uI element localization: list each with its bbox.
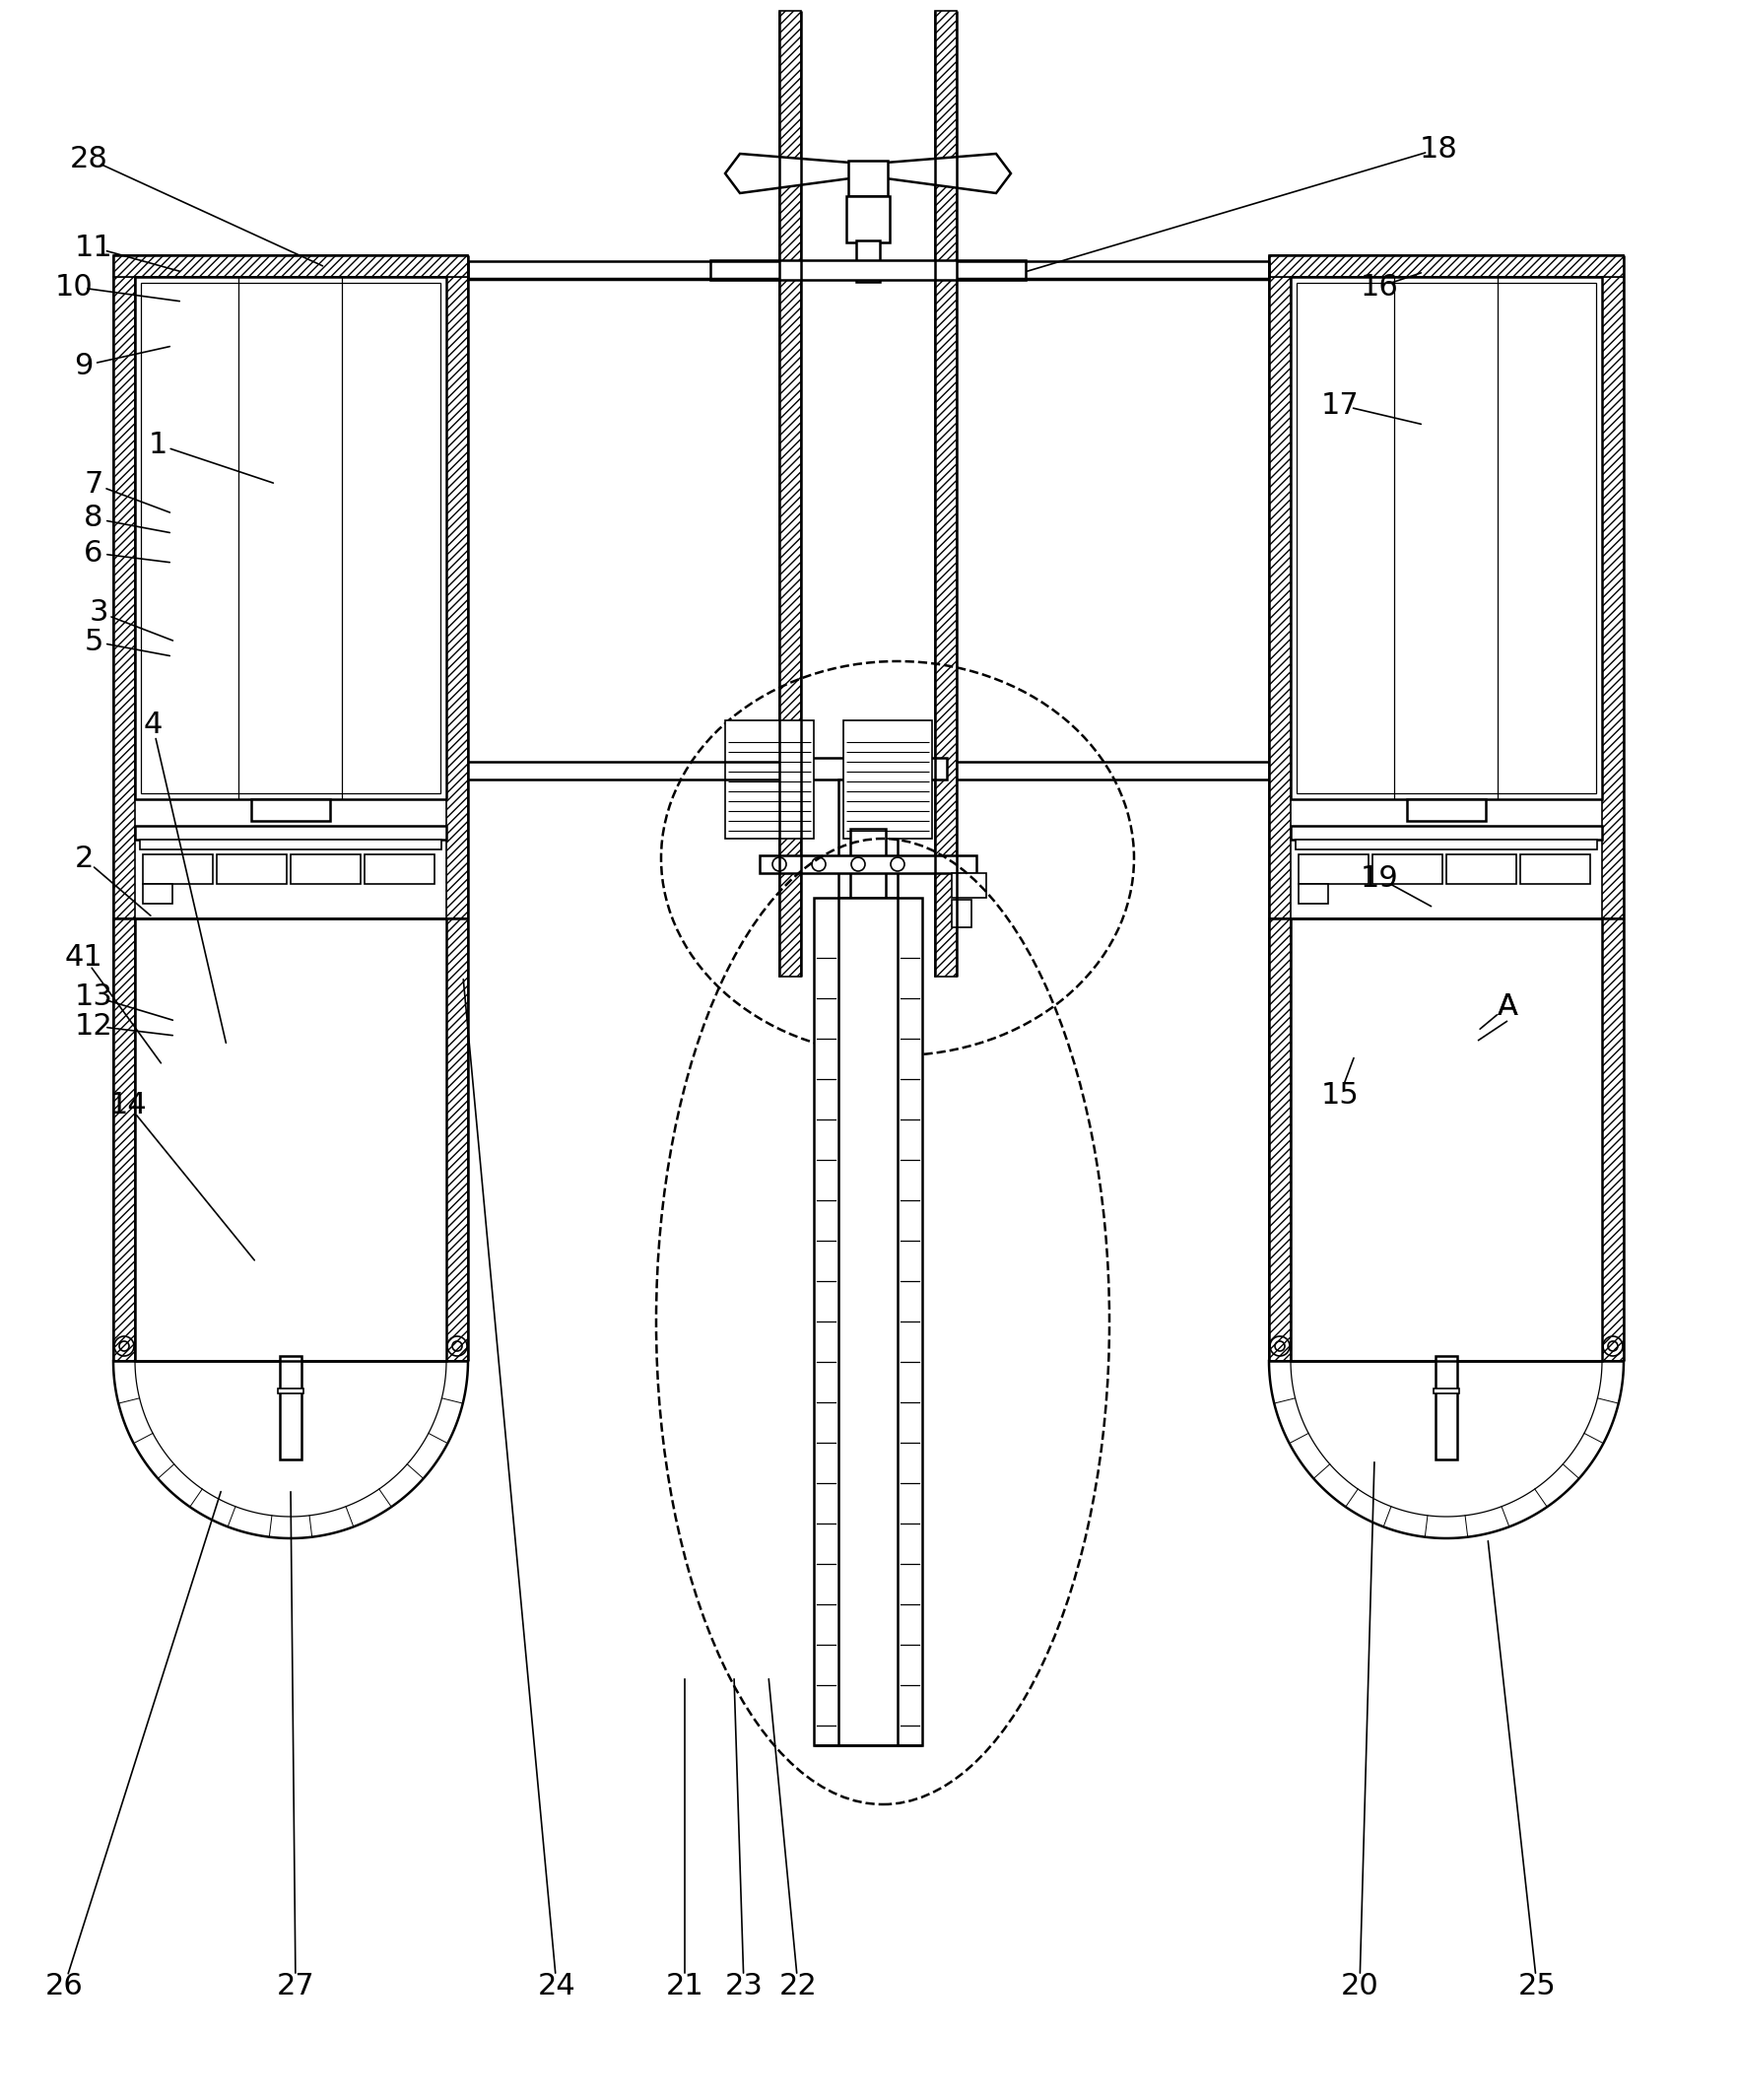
Bar: [1447, 855, 1516, 884]
Bar: [113, 277, 135, 1361]
Bar: [1291, 277, 1602, 800]
Bar: [724, 720, 815, 838]
Text: 20: 20: [1341, 1972, 1379, 2001]
Text: 24: 24: [537, 1972, 575, 2001]
Text: 5: 5: [83, 628, 102, 655]
Text: 12: 12: [75, 1012, 113, 1040]
Bar: [135, 277, 446, 800]
Text: 23: 23: [724, 1972, 763, 2001]
Bar: [365, 855, 434, 884]
Text: 9: 9: [75, 351, 94, 380]
Bar: [135, 825, 446, 840]
Bar: [1291, 918, 1602, 1361]
Text: 19: 19: [1360, 863, 1398, 892]
Text: 41: 41: [64, 943, 102, 970]
Bar: [1407, 800, 1485, 821]
Bar: [839, 897, 898, 1745]
Bar: [1299, 884, 1329, 903]
Text: A: A: [1497, 991, 1518, 1021]
Text: 8: 8: [83, 504, 102, 533]
Bar: [952, 874, 987, 897]
Bar: [851, 830, 886, 987]
Bar: [759, 855, 976, 874]
Text: 10: 10: [56, 273, 94, 300]
Text: 21: 21: [665, 1972, 703, 2001]
Bar: [1435, 1357, 1457, 1459]
Bar: [135, 918, 446, 1361]
Text: 14: 14: [109, 1090, 148, 1119]
Bar: [856, 242, 881, 281]
Bar: [848, 160, 888, 195]
Text: 26: 26: [45, 1972, 83, 2001]
Polygon shape: [884, 153, 1011, 193]
Bar: [952, 899, 971, 928]
Text: 27: 27: [276, 1972, 314, 2001]
Bar: [1291, 825, 1602, 840]
Bar: [252, 800, 330, 821]
Text: 18: 18: [1419, 134, 1457, 164]
Text: A: A: [1497, 991, 1518, 1021]
Bar: [142, 884, 172, 903]
Bar: [1602, 277, 1624, 1361]
Bar: [113, 256, 467, 277]
Bar: [1433, 1388, 1459, 1394]
Bar: [815, 897, 922, 1745]
Bar: [280, 1357, 302, 1459]
Bar: [1296, 840, 1596, 851]
Bar: [1520, 855, 1589, 884]
Text: 25: 25: [1518, 1972, 1556, 2001]
Text: 7: 7: [83, 470, 102, 498]
Text: 11: 11: [75, 233, 113, 262]
Text: 17: 17: [1320, 391, 1358, 420]
Bar: [446, 918, 467, 1361]
Text: 22: 22: [778, 1972, 816, 2001]
Bar: [846, 195, 889, 242]
Bar: [446, 277, 467, 1361]
Bar: [1372, 855, 1442, 884]
Bar: [290, 855, 361, 884]
Bar: [1270, 918, 1291, 1361]
Text: 1: 1: [148, 430, 167, 458]
Bar: [1270, 277, 1291, 1361]
Bar: [141, 840, 441, 851]
Bar: [1299, 855, 1369, 884]
Bar: [789, 758, 947, 779]
Bar: [113, 918, 135, 1361]
Polygon shape: [724, 153, 853, 193]
Bar: [1270, 256, 1624, 277]
Bar: [141, 284, 441, 794]
Text: 15: 15: [1320, 1082, 1358, 1109]
Text: 16: 16: [1360, 273, 1398, 300]
Bar: [780, 10, 801, 976]
Text: 6: 6: [83, 538, 102, 567]
Bar: [844, 720, 933, 838]
Bar: [1296, 284, 1596, 794]
Text: 28: 28: [69, 145, 108, 172]
Text: 3: 3: [89, 598, 108, 626]
Bar: [142, 855, 214, 884]
Bar: [839, 779, 898, 897]
Bar: [217, 855, 287, 884]
Text: 2: 2: [75, 844, 94, 874]
Text: 4: 4: [142, 712, 162, 739]
Bar: [710, 260, 1025, 279]
Bar: [935, 10, 957, 976]
Bar: [1602, 918, 1624, 1361]
Text: 13: 13: [75, 983, 113, 1010]
Bar: [278, 1388, 304, 1394]
